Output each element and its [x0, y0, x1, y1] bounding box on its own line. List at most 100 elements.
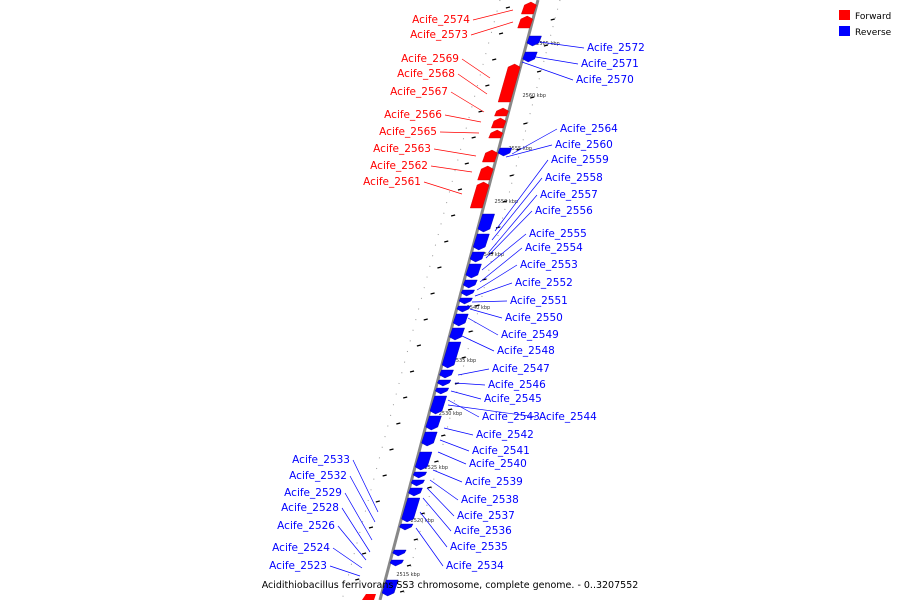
reverse-gene[interactable] [465, 263, 482, 279]
gene-label[interactable]: Acife_2561 [363, 176, 421, 188]
gene-label[interactable]: Acife_2542 [476, 429, 534, 441]
gene-label[interactable]: Acife_2565 [379, 126, 437, 138]
gene-label[interactable]: Acife_2544 [539, 411, 597, 423]
reverse-gene[interactable] [452, 313, 469, 327]
gene-label[interactable]: Acife_2552 [515, 277, 573, 289]
gene-label[interactable]: Acife_2574 [412, 14, 470, 26]
reverse-gene[interactable] [439, 369, 454, 379]
label-leader [479, 247, 523, 283]
forward-gene[interactable] [497, 63, 521, 103]
forward-gene[interactable] [482, 149, 498, 163]
gene-label[interactable]: Acife_2532 [289, 470, 347, 482]
gene-label[interactable]: Acife_2536 [454, 525, 512, 537]
gene-label[interactable]: Acife_2545 [484, 393, 542, 405]
gene-label[interactable]: Acife_2557 [540, 189, 598, 201]
reverse-gene[interactable] [410, 479, 425, 487]
reverse-gene[interactable] [437, 379, 452, 387]
forward-gene[interactable] [517, 15, 534, 29]
reverse-gene[interactable] [381, 579, 399, 597]
gene-label[interactable]: Acife_2546 [488, 379, 546, 391]
gene-label[interactable]: Acife_2567 [390, 86, 448, 98]
gene-label[interactable]: Acife_2537 [457, 510, 515, 522]
gene-label[interactable]: Acife_2524 [272, 542, 330, 554]
reverse-gene[interactable] [399, 523, 414, 531]
gene-label[interactable]: Acife_2534 [446, 560, 504, 572]
reverse-gene[interactable] [462, 279, 478, 289]
reverse-gene[interactable] [392, 549, 407, 557]
gene-label[interactable]: Acife_2572 [587, 42, 645, 54]
forward-gene[interactable] [488, 129, 504, 139]
label-leader [457, 73, 488, 95]
gene-label[interactable]: Acife_2550 [505, 312, 563, 324]
gene-label[interactable]: Acife_2548 [497, 345, 555, 357]
gene-label[interactable]: Acife_2569 [401, 53, 459, 65]
gene-label[interactable]: Acife_2523 [269, 560, 327, 572]
reverse-gene[interactable] [456, 305, 471, 313]
gene-label[interactable]: Acife_2563 [373, 143, 431, 155]
gene-label[interactable]: Acife_2553 [520, 259, 578, 271]
scale-dash [516, 148, 521, 151]
gene-label[interactable]: Acife_2538 [461, 494, 519, 506]
reverse-gene[interactable] [425, 415, 442, 431]
gene-label[interactable]: Acife_2549 [501, 329, 559, 341]
gene-label[interactable]: Acife_2556 [535, 205, 593, 217]
reverse-gene[interactable] [434, 387, 450, 395]
gene-label[interactable]: Acife_2543 [482, 411, 540, 423]
scale-dash [492, 58, 497, 61]
gene-label[interactable]: Acife_2560 [555, 139, 613, 151]
reverse-gene[interactable] [472, 233, 490, 251]
reverse-gene[interactable] [401, 497, 421, 523]
legend-swatch-reverse [839, 26, 850, 36]
reverse-gene[interactable] [460, 289, 475, 297]
reverse-gene[interactable] [477, 213, 495, 233]
reverse-gene[interactable] [408, 487, 423, 497]
gene-label[interactable]: Acife_2540 [469, 458, 527, 470]
reverse-gene[interactable] [412, 471, 428, 479]
gene-label[interactable]: Acife_2558 [545, 172, 603, 184]
gene-label[interactable]: Acife_2564 [560, 123, 618, 135]
gene-label[interactable]: Acife_2571 [581, 58, 639, 70]
forward-gene[interactable] [521, 1, 537, 15]
gene-label[interactable]: Acife_2573 [410, 29, 468, 41]
tick-label: 2545 kbp [481, 252, 505, 258]
reverse-gene[interactable] [458, 297, 473, 305]
scale-dash [530, 96, 535, 99]
reverse-gene[interactable] [389, 559, 404, 567]
legend-label-forward: Forward [855, 12, 891, 22]
gene-label[interactable]: Acife_2566 [384, 109, 442, 121]
forward-gene[interactable] [491, 117, 507, 129]
forward-gene[interactable] [362, 594, 376, 600]
gene-label[interactable]: Acife_2559 [551, 154, 609, 166]
reverse-gene[interactable] [441, 341, 462, 369]
reverse-gene[interactable] [522, 51, 538, 63]
gene-label[interactable]: Acife_2526 [277, 520, 335, 532]
reverse-gene[interactable] [449, 327, 465, 341]
forward-gene[interactable] [477, 165, 494, 181]
gene-label[interactable]: Acife_2555 [529, 228, 587, 240]
gene-label[interactable]: Acife_2570 [576, 74, 634, 86]
forward-gene[interactable] [494, 107, 509, 117]
gene-label[interactable]: Acife_2533 [292, 454, 350, 466]
legend-swatch-forward [839, 10, 850, 20]
gene-label[interactable]: Acife_2551 [510, 295, 568, 307]
gene-labels: Acife_2574 Acife_2573 Acife_2569 Acife_2568… [269, 14, 645, 572]
gene-label[interactable]: Acife_2541 [472, 445, 530, 457]
gene-label[interactable]: Acife_2529 [284, 487, 342, 499]
reverse-gene[interactable] [421, 431, 438, 447]
label-leader [470, 21, 514, 36]
reverse-gene[interactable] [414, 451, 433, 471]
reverse-gene[interactable] [469, 251, 485, 263]
gene-label[interactable]: Acife_2539 [465, 476, 523, 488]
reverse-gene[interactable] [526, 35, 542, 47]
label-leader [467, 317, 499, 336]
reverse-gene[interactable] [497, 147, 513, 157]
gene-label[interactable]: Acife_2554 [525, 242, 583, 254]
gene-label[interactable]: Acife_2535 [450, 541, 508, 553]
gene-label[interactable]: Acife_2562 [370, 160, 428, 172]
scale-dash [464, 162, 469, 165]
gene-label[interactable]: Acife_2528 [281, 502, 339, 514]
reverse-gene[interactable] [429, 395, 447, 415]
gene-label[interactable]: Acife_2568 [397, 68, 455, 80]
gene-label[interactable]: Acife_2547 [492, 363, 550, 375]
forward-gene[interactable] [469, 181, 490, 209]
